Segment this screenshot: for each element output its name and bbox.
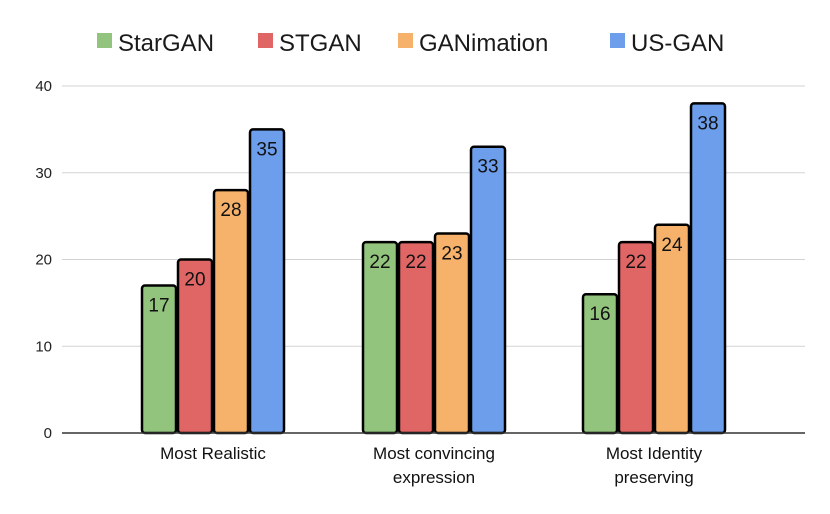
data-label-us-gan-most-convincing-expression: 33 [477, 157, 498, 178]
data-label-stargan-most-identity-preserving: 16 [589, 304, 610, 325]
data-label-ganimation-most-identity-preserving: 24 [661, 235, 683, 256]
y-axis: 0 10 20 30 40 [35, 78, 52, 442]
legend-label-stgan: STGAN [279, 30, 362, 57]
x-axis: Most Realistic Most convincing expression M… [62, 432, 805, 487]
x-tick-label-most-identity-preserving: Most Identity preserving [606, 444, 703, 487]
bar-us-gan-most-identity-preserving [689, 102, 727, 435]
x-tick-label-most-convincing-expression: Most convincing expression [373, 444, 495, 487]
data-label-stgan-most-realistic: 20 [184, 270, 205, 291]
data-label-us-gan-most-realistic: 35 [256, 139, 277, 160]
y-tick-label-30: 30 [35, 165, 52, 182]
legend-swatch-stargan [97, 33, 112, 48]
legend-swatch-ganimation [398, 33, 413, 48]
data-label-stgan-most-convincing-expression: 22 [405, 252, 426, 273]
bar-us-gan-most-realistic [248, 128, 286, 435]
legend-label-us-gan: US-GAN [631, 30, 724, 57]
legend-label-ganimation: GANimation [419, 30, 548, 57]
data-label-ganimation-most-realistic: 28 [220, 200, 241, 221]
y-tick-label-40: 40 [35, 78, 52, 95]
legend-swatch-stgan [258, 33, 273, 48]
bar-us-gan-most-convincing-expression [469, 145, 507, 435]
data-label-stargan-most-realistic: 17 [148, 296, 169, 317]
data-label-ganimation-most-convincing-expression: 23 [441, 243, 462, 264]
bar-ganimation-most-identity-preserving [653, 223, 691, 435]
y-tick-label-10: 10 [35, 338, 52, 355]
data-label-us-gan-most-identity-preserving: 38 [697, 113, 718, 134]
legend-swatch-us-gan [610, 33, 625, 48]
legend-label-stargan: StarGAN [118, 30, 214, 57]
legend: StarGAN STGAN GANimation US-GAN [97, 30, 724, 57]
bar-ganimation-most-realistic [212, 188, 250, 435]
x-tick-label-most-realistic: Most Realistic [160, 444, 266, 463]
y-tick-label-0: 0 [44, 425, 52, 442]
data-label-stgan-most-identity-preserving: 22 [625, 252, 646, 273]
bars: 17 20 28 35 22 22 23 33 16 22 24 38 [140, 102, 727, 435]
data-label-stargan-most-convincing-expression: 22 [369, 252, 390, 273]
y-tick-label-20: 20 [35, 252, 52, 269]
